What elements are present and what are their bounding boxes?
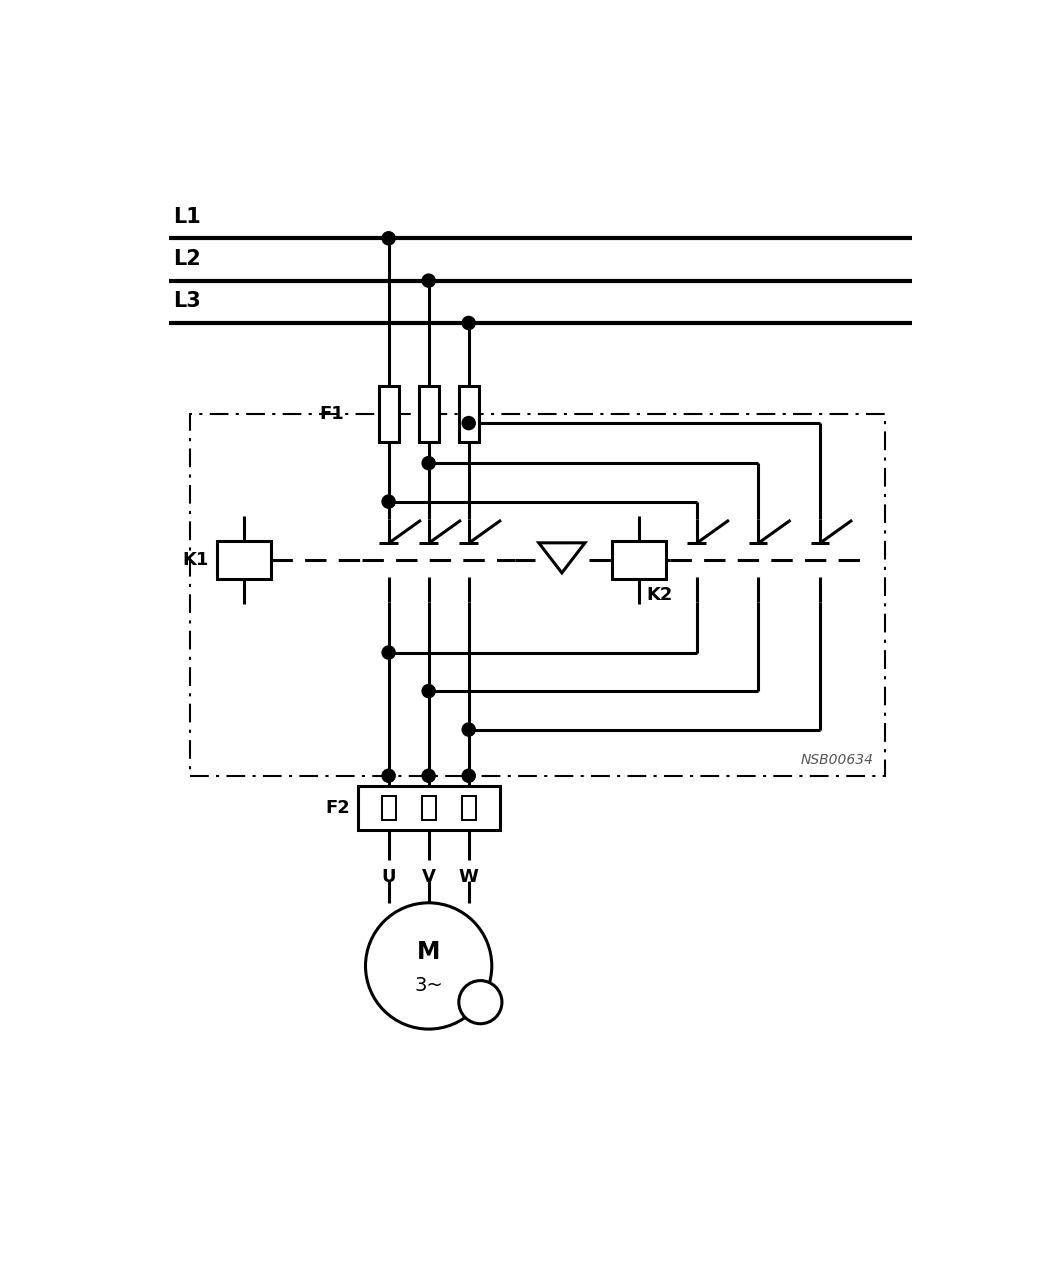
Text: F2: F2 (325, 799, 350, 817)
Bar (419, 387, 439, 443)
Text: K1: K1 (183, 552, 209, 570)
Bar (190, 413, 885, 776)
Text: K2: K2 (647, 585, 673, 604)
Text: V: V (422, 868, 436, 886)
Circle shape (382, 232, 396, 244)
Circle shape (422, 457, 436, 470)
Circle shape (382, 495, 396, 508)
Circle shape (422, 685, 436, 698)
Text: NSB00634: NSB00634 (801, 753, 874, 767)
Circle shape (382, 769, 396, 782)
Bar (462, 796, 476, 820)
Text: L1: L1 (173, 207, 200, 227)
Circle shape (462, 416, 475, 430)
Bar (382, 796, 396, 820)
Circle shape (365, 902, 492, 1029)
Text: U: U (381, 868, 396, 886)
Bar (379, 387, 399, 443)
Circle shape (462, 316, 475, 329)
Circle shape (462, 769, 475, 782)
Text: L2: L2 (173, 250, 200, 269)
Circle shape (462, 723, 475, 736)
Text: F1: F1 (320, 406, 344, 424)
Text: 3~: 3~ (415, 975, 443, 995)
Bar (217, 541, 271, 580)
Circle shape (382, 646, 396, 659)
Text: L3: L3 (173, 292, 200, 311)
Circle shape (459, 980, 502, 1024)
Text: W: W (459, 868, 479, 886)
Bar (358, 786, 500, 831)
Bar (422, 796, 436, 820)
Bar (612, 541, 666, 580)
Circle shape (422, 274, 436, 287)
Circle shape (422, 769, 436, 782)
Polygon shape (539, 543, 584, 573)
Bar (459, 387, 479, 443)
Text: M: M (417, 940, 440, 964)
